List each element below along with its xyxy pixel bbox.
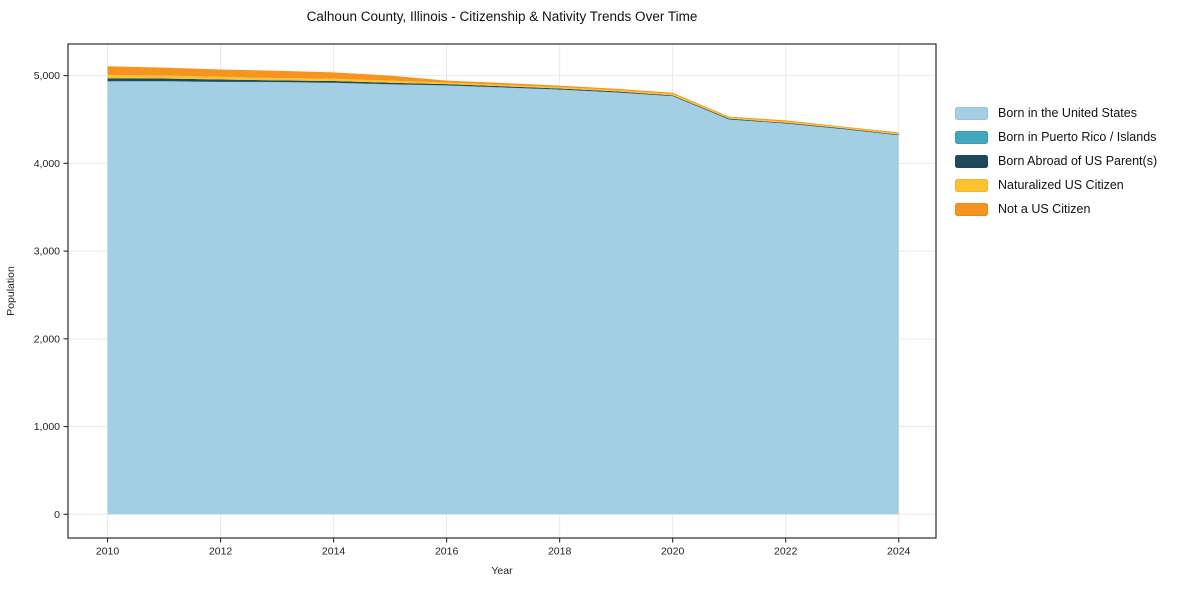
y-tick-label: 5,000 [34,70,60,82]
x-tick-label: 2024 [887,546,911,558]
x-tick-label: 2010 [96,546,120,558]
x-axis-title: Year [491,565,513,577]
x-tick-label: 2018 [548,546,572,558]
y-axis-title: Population [5,266,17,316]
x-tick-label: 2016 [435,546,459,558]
legend-item: Born in Puerto Rico / Islands [955,130,1157,144]
x-tick-label: 2022 [774,546,798,558]
legend-swatch-icon [955,178,988,192]
legend-item: Born in the United States [955,106,1157,120]
legend-swatch-icon [955,154,988,168]
chart-title: Calhoun County, Illinois - Citizenship &… [306,9,698,24]
y-tick-label: 1,000 [34,421,60,433]
x-tick-label: 2020 [661,546,685,558]
legend-label: Naturalized US Citizen [998,178,1124,192]
y-tick-label: 3,000 [34,246,60,258]
y-tick-label: 4,000 [34,158,60,170]
legend-item: Not a US Citizen [955,202,1157,216]
legend: Born in the United States Born in Puerto … [955,106,1157,226]
x-tick-label: 2014 [322,546,346,558]
legend-label: Born in the United States [998,106,1137,120]
legend-label: Born Abroad of US Parent(s) [998,154,1158,168]
area-born-in-the-united-states [107,81,899,515]
area-not-a-us-citizen [107,66,899,134]
y-tick-label: 2,000 [34,333,60,345]
legend-item: Born Abroad of US Parent(s) [955,154,1157,168]
legend-swatch-icon [955,202,988,216]
legend-item: Naturalized US Citizen [955,178,1157,192]
legend-label: Not a US Citizen [998,202,1091,216]
x-tick-label: 2012 [209,546,233,558]
legend-swatch-icon [955,130,988,144]
plot-border [67,43,937,539]
legend-swatch-icon [955,106,988,120]
legend-label: Born in Puerto Rico / Islands [998,130,1157,144]
y-tick-label: 0 [54,509,60,521]
